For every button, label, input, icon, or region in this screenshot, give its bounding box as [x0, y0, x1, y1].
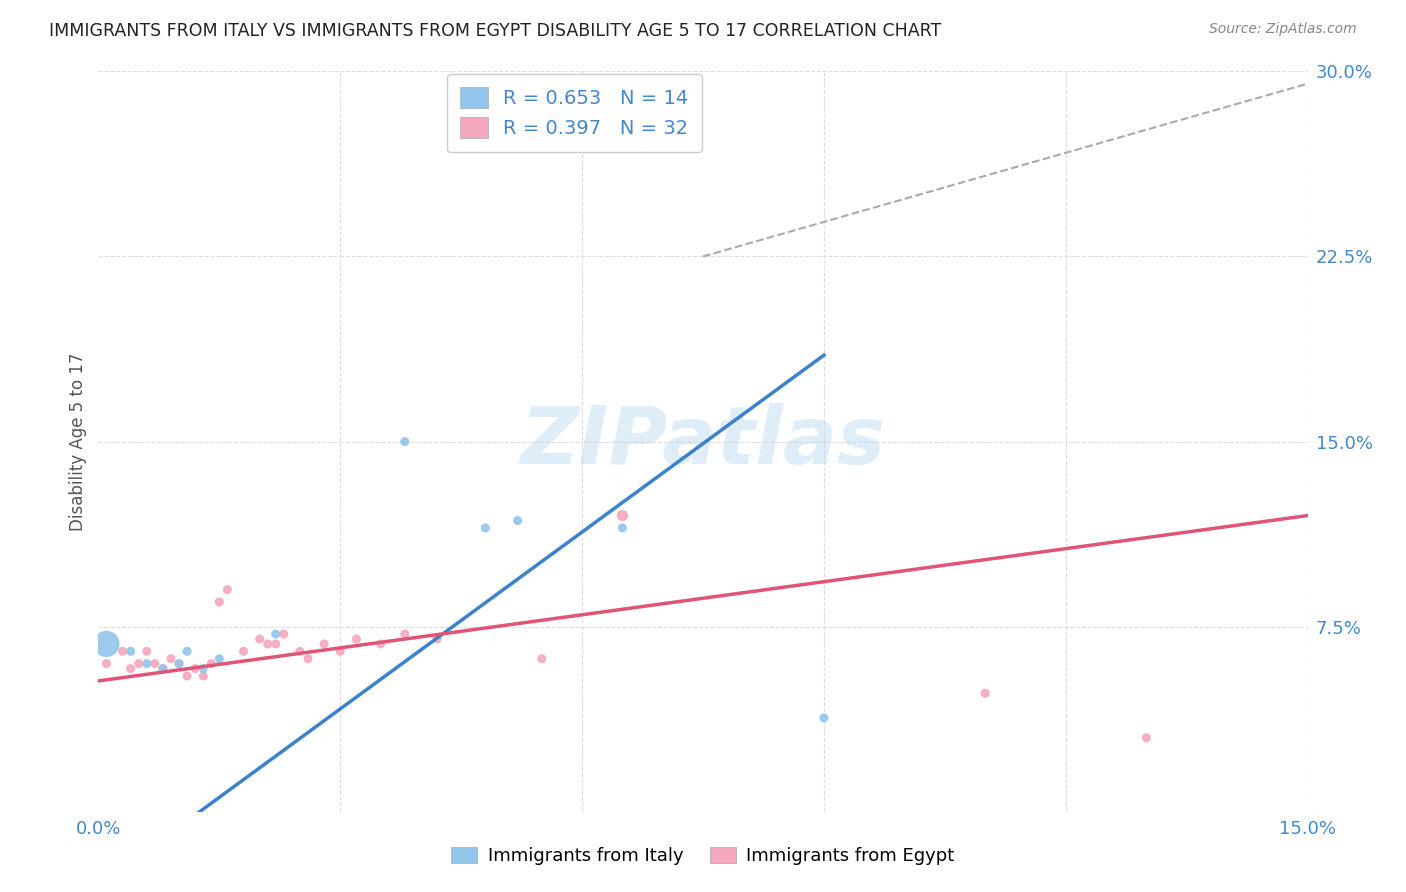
Point [111, 644, 134, 658]
Y-axis label: Disability Age 5 to 17: Disability Age 5 to 17 [69, 352, 87, 531]
Point [506, 514, 529, 528]
Point [176, 669, 198, 683]
Point [394, 434, 416, 449]
Point [135, 657, 157, 671]
Text: IMMIGRANTS FROM ITALY VS IMMIGRANTS FROM EGYPT DISABILITY AGE 5 TO 17 CORRELATIO: IMMIGRANTS FROM ITALY VS IMMIGRANTS FROM… [49, 22, 942, 40]
Point [249, 632, 271, 646]
Point [612, 521, 634, 535]
Point [329, 644, 352, 658]
Point [208, 595, 231, 609]
Point [426, 632, 449, 646]
Point [208, 651, 231, 665]
Point [135, 644, 157, 658]
Point [120, 662, 142, 676]
Point [370, 637, 392, 651]
Point [128, 657, 150, 671]
Point [256, 637, 278, 651]
Legend: R = 0.653   N = 14, R = 0.397   N = 32: R = 0.653 N = 14, R = 0.397 N = 32 [447, 74, 702, 152]
Point [217, 582, 239, 597]
Point [160, 651, 183, 665]
Point [167, 657, 190, 671]
Point [288, 644, 311, 658]
Point [1135, 731, 1157, 745]
Point [120, 644, 142, 658]
Point [974, 686, 997, 700]
Point [152, 662, 174, 676]
Point [297, 651, 319, 665]
Point [344, 632, 367, 646]
Point [96, 637, 118, 651]
Point [813, 711, 835, 725]
Point [273, 627, 295, 641]
Text: ZIPatlas: ZIPatlas [520, 402, 886, 481]
Point [200, 657, 222, 671]
Point [530, 651, 553, 665]
Point [152, 662, 174, 676]
Point [96, 657, 118, 671]
Legend: Immigrants from Italy, Immigrants from Egypt: Immigrants from Italy, Immigrants from E… [443, 838, 963, 874]
Point [314, 637, 336, 651]
Point [193, 669, 215, 683]
Text: Source: ZipAtlas.com: Source: ZipAtlas.com [1209, 22, 1357, 37]
Point [143, 657, 166, 671]
Point [193, 662, 215, 676]
Point [474, 521, 496, 535]
Point [167, 657, 190, 671]
Point [264, 637, 287, 651]
Point [612, 508, 634, 523]
Point [176, 644, 198, 658]
Point [394, 627, 416, 641]
Point [184, 662, 207, 676]
Point [232, 644, 254, 658]
Point [264, 627, 287, 641]
